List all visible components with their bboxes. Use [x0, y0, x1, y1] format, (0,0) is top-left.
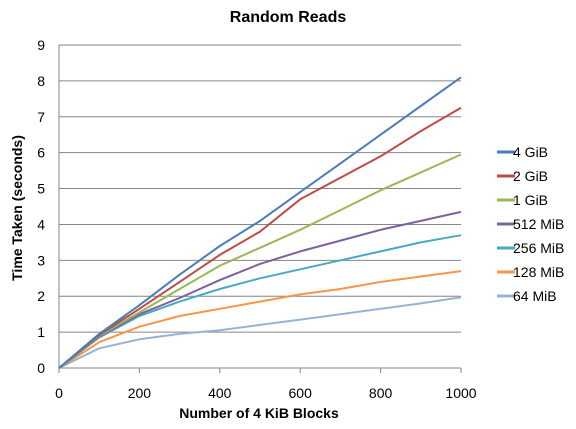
x-tick-label: 0 [55, 385, 63, 401]
y-tick-label: 8 [37, 73, 45, 89]
gridlines [59, 44, 461, 333]
y-tick-label: 6 [37, 145, 45, 161]
legend-label: 1 GiB [513, 192, 548, 208]
x-tick-label: 1000 [445, 385, 476, 401]
x-tick-label: 400 [208, 385, 232, 401]
tick-labels: 0 1 2 3 4 5 6 7 8 9 0 200 400 600 800 1000 [37, 37, 477, 401]
series-line-512-mib [58, 210, 462, 369]
series-line-256-mib [58, 234, 462, 369]
series-lines [58, 76, 462, 369]
y-tick-label: 4 [37, 216, 45, 232]
y-tick-label: 0 [37, 360, 45, 376]
x-tick-label: 600 [289, 385, 313, 401]
y-tick-label: 1 [37, 324, 45, 340]
chart-title: Random Reads [230, 9, 347, 26]
y-tick-label: 9 [37, 37, 45, 53]
legend-label: 256 MiB [513, 240, 564, 256]
y-axis-title: Time Taken (seconds) [9, 135, 25, 281]
legend-label: 512 MiB [513, 216, 564, 232]
series-line-4-gib [58, 76, 462, 369]
y-tick-label: 3 [37, 252, 45, 268]
series-line-128-mib [58, 270, 462, 369]
series-line-64-mib [58, 296, 462, 369]
y-tick-label: 5 [37, 181, 45, 197]
y-tick-label: 2 [37, 288, 45, 304]
legend: 4 GiB 2 GiB 1 GiB 512 MiB 256 MiB 128 MiB 64 M… [497, 144, 564, 304]
y-tick-label: 7 [37, 109, 45, 125]
legend-label: 2 GiB [513, 168, 548, 184]
x-axis-title: Number of 4 KiB Blocks [179, 405, 339, 421]
legend-label: 64 MiB [513, 288, 557, 304]
legend-label: 4 GiB [513, 144, 548, 160]
legend-label: 128 MiB [513, 264, 564, 280]
x-tick-label: 800 [369, 385, 393, 401]
series-line-2-gib [58, 106, 462, 369]
axes [58, 45, 462, 373]
x-tick-label: 200 [128, 385, 152, 401]
series-line-1-gib [58, 153, 462, 369]
